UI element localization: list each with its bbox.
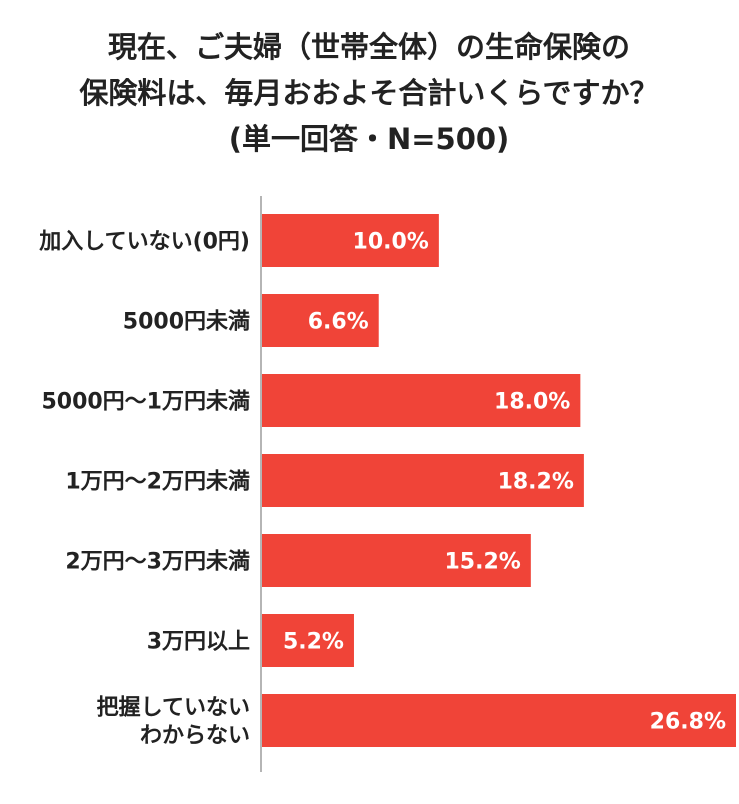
bar-value-label: 10.0% (353, 230, 429, 255)
bar-value-label: 26.8% (650, 710, 726, 735)
category-label: 5000円未満 (123, 309, 250, 335)
bar (262, 454, 584, 507)
category-label: 把握していない (97, 695, 250, 721)
bar (262, 614, 354, 667)
bar-value-label: 18.0% (494, 390, 570, 415)
bars-layer: 10.0% 加入していない(0円) 6.6% 5000円未満 18.0% 5000円〜1万… (38, 214, 736, 749)
bar (262, 294, 379, 347)
bar-value-label: 5.2% (283, 630, 344, 655)
category-label: わからない (140, 724, 250, 749)
category-label: 1万円〜2万円未満 (65, 469, 250, 495)
bar (262, 694, 736, 747)
title-line-1: 現在、ご夫婦（世帯全体）の生命保険の (108, 30, 630, 64)
title-line-2: 保険料は、毎月おおよそ合計いくらですか？ (78, 76, 658, 110)
category-label: 加入していない(0円) (38, 230, 250, 255)
bar (262, 214, 439, 267)
bar (262, 374, 581, 427)
title-line-3: (単一回答・N=500) (229, 122, 510, 156)
bar (262, 534, 531, 587)
category-label: 3万円以上 (147, 630, 250, 655)
bar-value-label: 18.2% (498, 470, 574, 495)
bar-value-label: 6.6% (308, 310, 369, 335)
bar-value-label: 15.2% (445, 550, 521, 575)
category-label: 5000円〜1万円未満 (41, 389, 250, 415)
chart-title: 現在、ご夫婦（世帯全体）の生命保険の 保険料は、毎月おおよそ合計いくらですか？ … (78, 30, 658, 156)
category-label: 2万円〜3万円未満 (65, 549, 250, 575)
